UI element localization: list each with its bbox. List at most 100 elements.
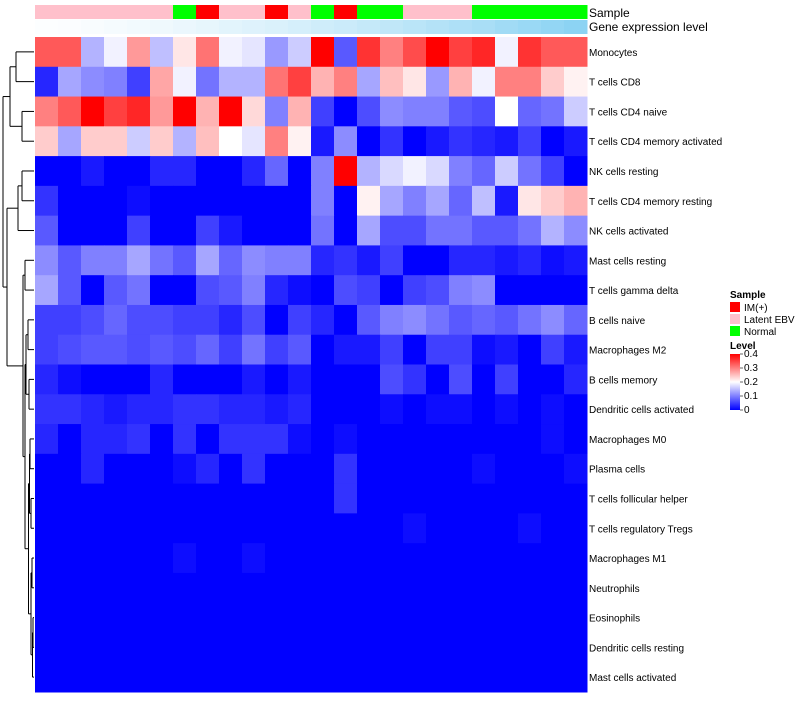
heatmap-cell [104, 126, 128, 157]
heatmap-cell [58, 304, 82, 336]
heatmap-cell [196, 304, 220, 336]
row-label: Macrophages M0 [589, 435, 667, 446]
heatmap-cell [173, 185, 197, 217]
heatmap-cell [127, 156, 151, 187]
heatmap-cell [426, 364, 450, 395]
heatmap-cell [449, 126, 473, 157]
level-tick-label: 0.2 [744, 377, 758, 388]
heatmap-cell [288, 245, 312, 276]
level-colorbar [730, 354, 740, 410]
heatmap-cell [288, 513, 312, 544]
heatmap-cell [518, 126, 542, 157]
heatmap-cell [265, 483, 289, 514]
heatmap-cell [81, 215, 105, 246]
sample-annotation-label: Sample [589, 6, 630, 20]
heatmap-cell [449, 394, 473, 425]
heatmap-cell [58, 394, 82, 425]
heatmap-cell [518, 185, 542, 217]
heatmap-cell [334, 453, 358, 485]
sample-annotation-cell [495, 5, 519, 19]
heatmap-cell [472, 572, 496, 604]
heatmap-cell [495, 364, 519, 395]
heatmap-cell [219, 662, 243, 693]
heatmap-cell [380, 185, 404, 217]
heatmap-cell [357, 334, 381, 365]
heatmap-cell [564, 304, 588, 336]
heatmap-cell [472, 66, 496, 98]
heatmap-cell [357, 245, 381, 276]
heatmap-cell [334, 483, 358, 514]
heatmap-cell [518, 364, 542, 395]
heatmap-cell [541, 572, 565, 604]
heatmap-cell [127, 572, 151, 604]
heatmap-cell [173, 453, 197, 485]
row-label: B cells memory [589, 375, 657, 386]
heatmap-cell [334, 245, 358, 276]
heatmap-cell [357, 602, 381, 633]
heatmap-cell [104, 513, 128, 544]
heatmap-cell [35, 453, 59, 485]
heatmap-cell [311, 364, 335, 395]
heatmap-cell [81, 453, 105, 485]
heatmap-cell [219, 364, 243, 395]
heatmap-cell [403, 156, 427, 187]
heatmap-cell [518, 662, 542, 693]
heatmap-cell [196, 602, 220, 633]
heatmap-cell [196, 394, 220, 425]
heatmap-cell [150, 215, 174, 246]
heatmap-cell [380, 513, 404, 544]
heatmap-cell [242, 662, 266, 693]
heatmap-cell [564, 275, 588, 306]
heatmap-cell [357, 424, 381, 455]
heatmap-cell [150, 156, 174, 187]
heatmap-cell [81, 37, 105, 68]
heatmap-cell [288, 275, 312, 306]
heatmap-cell [564, 543, 588, 574]
heatmap-cell [58, 572, 82, 604]
heatmap-cell [58, 245, 82, 276]
row-label: Macrophages M1 [589, 554, 667, 565]
heatmap-cell [196, 156, 220, 187]
heatmap-cell [357, 572, 381, 604]
heatmap-cell [219, 602, 243, 633]
heatmap-cell [58, 37, 82, 68]
heatmap-cell [334, 632, 358, 663]
heatmap-cell [334, 394, 358, 425]
heatmap-cell [357, 185, 381, 217]
heatmap-cell [472, 37, 496, 68]
row-dendrogram [2, 51, 34, 678]
sample-annotation-cell [380, 5, 404, 19]
heatmap-cell [357, 304, 381, 336]
heatmap-cell [104, 304, 128, 336]
heatmap-cell [449, 156, 473, 187]
heatmap-cell [541, 96, 565, 127]
heatmap-cell [380, 66, 404, 98]
heatmap-cell [472, 424, 496, 455]
heatmap-cell [311, 483, 335, 514]
heatmap-cell [472, 483, 496, 514]
heatmap-cell [518, 304, 542, 336]
heatmap-cell [334, 364, 358, 395]
heatmap-cell [173, 96, 197, 127]
heatmap-cell [495, 424, 519, 455]
sample-annotation-cell [426, 5, 450, 19]
level-tick-label: 0.1 [744, 391, 758, 402]
heatmap-cell [127, 245, 151, 276]
heatmap-cell [426, 304, 450, 336]
heatmap-cell [564, 66, 588, 98]
sample-annotation-cell [173, 5, 197, 19]
heatmap-cell [403, 275, 427, 306]
heatmap-cell [380, 334, 404, 365]
heatmap-cell [35, 156, 59, 187]
heatmap-cell [380, 364, 404, 395]
heatmap-cell [35, 483, 59, 514]
heatmap-cell [58, 96, 82, 127]
heatmap-cell [311, 572, 335, 604]
heatmap-cell [288, 37, 312, 68]
heatmap-cell [449, 185, 473, 217]
heatmap-cell [288, 453, 312, 485]
heatmap-cell [564, 513, 588, 544]
heatmap-cell [173, 394, 197, 425]
gene-expression-annotation-cell [196, 20, 220, 34]
heatmap-cell [518, 602, 542, 633]
